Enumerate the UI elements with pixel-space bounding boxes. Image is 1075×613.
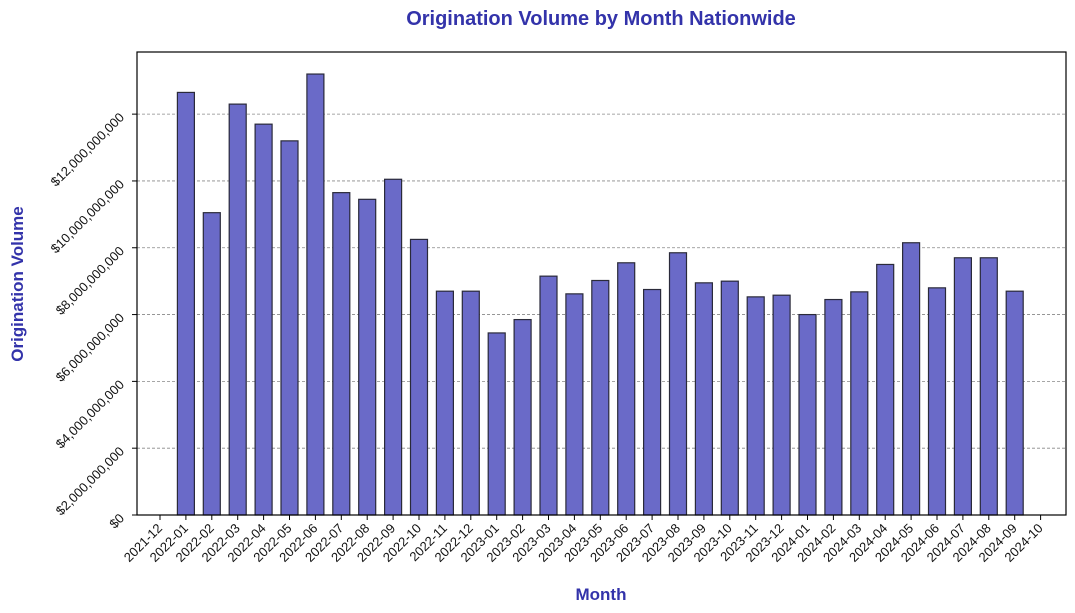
bar-2022-12 [461, 290, 480, 516]
bar-2024-05 [901, 242, 921, 516]
y-tick-label: $6,000,000,000 [53, 310, 128, 385]
y-tick-label: $4,000,000,000 [53, 377, 128, 452]
bar-2024-03 [850, 291, 869, 516]
bar-2022-09 [384, 178, 403, 516]
bar-2022-10 [409, 238, 429, 516]
bar-2022-08 [358, 198, 377, 516]
y-tick-label: $8,000,000,000 [53, 243, 128, 318]
bar-2023-09 [694, 282, 714, 516]
bar-2023-08 [668, 252, 688, 516]
x-axis-title: Month [576, 585, 627, 604]
bar-2022-02 [202, 212, 221, 516]
bar-2023-05 [591, 279, 610, 516]
bar-2024-07 [953, 257, 973, 516]
x-axis-ticks: 2021-122022-012022-022022-032022-042022-… [121, 515, 1046, 565]
bar-2023-04 [565, 293, 584, 516]
bar-2022-11 [435, 290, 454, 516]
bar-2024-02 [824, 298, 843, 516]
bar-2023-12 [772, 294, 791, 516]
bar-2023-07 [642, 288, 662, 516]
bar-2023-06 [617, 262, 636, 516]
y-tick-label: $2,000,000,000 [53, 444, 128, 519]
bar-2023-03 [539, 275, 558, 516]
bar-2024-06 [927, 287, 947, 516]
plot-frame [136, 51, 1067, 516]
y-axis-title: Origination Volume [8, 206, 27, 362]
bar-2022-07 [332, 192, 351, 516]
bar-2024-01 [798, 313, 817, 516]
bar-2023-01 [487, 332, 506, 516]
bar-2024-09 [1005, 290, 1024, 516]
bar-2022-01 [176, 91, 195, 516]
bar-2022-04 [254, 123, 273, 516]
bar-2024-04 [876, 263, 895, 516]
y-tick-label: $0 [106, 511, 127, 532]
y-axis-ticks: $0$2,000,000,000$4,000,000,000$6,000,000… [47, 110, 137, 532]
bars [176, 73, 1024, 516]
chart-title: Origination Volume by Month Nationwide [406, 8, 796, 30]
bar-2023-10 [720, 280, 739, 516]
bar-2023-11 [746, 296, 765, 516]
bar-2022-03 [228, 103, 247, 516]
bar-2022-06 [306, 73, 325, 516]
bar-2022-05 [280, 140, 299, 516]
bar-2023-02 [513, 318, 532, 516]
bar-2024-08 [979, 257, 998, 516]
